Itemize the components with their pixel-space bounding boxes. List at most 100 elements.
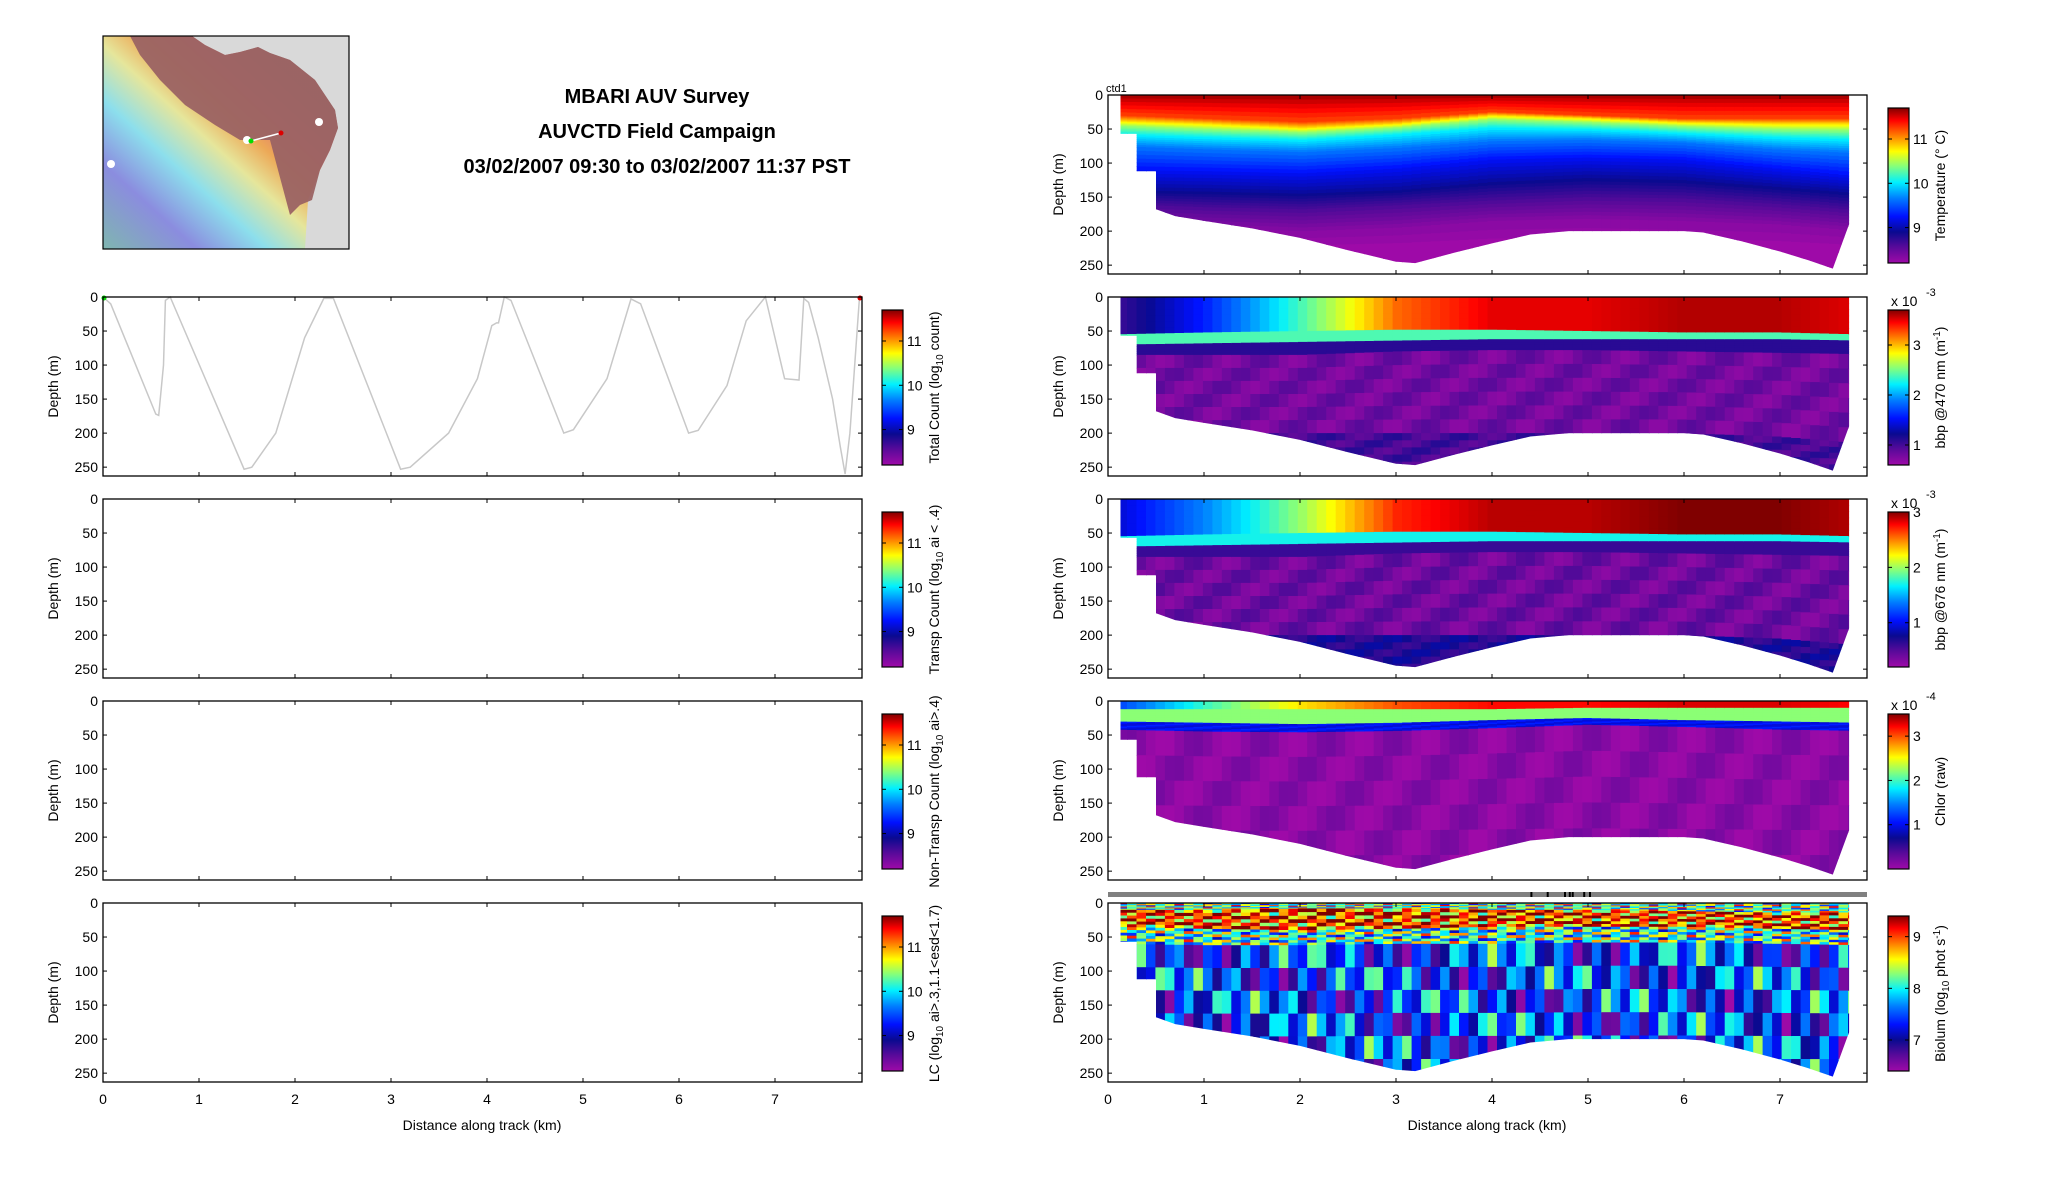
heatmap-cell — [1497, 100, 1508, 105]
heatmap-cell — [1810, 181, 1821, 185]
heatmap-cell — [1591, 136, 1603, 139]
heatmap-cell — [1449, 209, 1460, 214]
heatmap-cell — [1487, 170, 1498, 176]
heatmap-cell — [1421, 152, 1432, 157]
heatmap-cell — [1383, 243, 1394, 252]
heatmap-cell — [1487, 147, 1498, 152]
heatmap-cell — [1553, 101, 1565, 106]
heatmap-cell — [1582, 136, 1593, 139]
heatmap-cell — [1449, 126, 1460, 129]
heatmap-cell — [1791, 124, 1802, 127]
heatmap-cell — [1516, 166, 1527, 171]
heatmap-cell — [1781, 225, 1792, 234]
heatmap-cell — [1440, 191, 1451, 196]
heatmap-cell — [1829, 147, 1840, 151]
heatmap-cell — [1449, 114, 1460, 116]
heatmap-cell — [1146, 98, 1157, 103]
heatmap-cell — [1601, 121, 1612, 123]
heatmap-cell — [1449, 170, 1460, 175]
heatmap-cell — [1563, 178, 1574, 183]
heatmap-cell — [1506, 122, 1517, 125]
heatmap-cell — [1183, 136, 1195, 140]
heatmap-cell — [1278, 126, 1290, 129]
heatmap-cell — [1345, 134, 1356, 137]
heatmap-cell — [1430, 165, 1441, 170]
heatmap-cell — [1819, 214, 1830, 219]
colorbar-tick-label: 11 — [907, 939, 922, 955]
heatmap-cell — [1183, 181, 1195, 186]
heatmap-cell — [1269, 193, 1280, 197]
heatmap-cell — [1563, 101, 1574, 106]
heatmap-cell — [1791, 153, 1802, 158]
heatmap-cell — [1658, 110, 1669, 115]
heatmap-cell — [1421, 116, 1432, 119]
heatmap-cell — [1791, 122, 1802, 124]
heatmap-cell — [1553, 175, 1565, 180]
heatmap-cell — [1221, 145, 1233, 149]
heatmap-cell — [1411, 121, 1422, 123]
heatmap-cell — [1686, 135, 1697, 138]
heatmap-cell — [1278, 130, 1290, 133]
heatmap-cell — [1212, 128, 1223, 130]
heatmap-cell — [1516, 110, 1527, 114]
heatmap-cell — [1620, 201, 1631, 206]
heatmap-cell — [1316, 182, 1327, 187]
heatmap-cell — [1250, 161, 1261, 166]
heatmap-cell — [1421, 98, 1432, 103]
heatmap-cell — [1591, 164, 1603, 169]
heatmap-cell — [1120, 122, 1128, 125]
heatmap-cell — [1136, 129, 1147, 132]
heatmap-cell — [1421, 165, 1432, 171]
heatmap-cell — [1743, 175, 1754, 180]
heatmap-cell — [1127, 120, 1138, 122]
heatmap-cell — [1354, 170, 1365, 175]
heatmap-cell — [1658, 120, 1669, 122]
heatmap-cell — [1335, 197, 1346, 201]
heatmap-cell — [1288, 121, 1299, 124]
heatmap-cell — [1468, 119, 1479, 121]
heatmap-cell — [1183, 122, 1195, 124]
heatmap-cell — [1354, 156, 1365, 161]
heatmap-cell — [1639, 156, 1650, 160]
heatmap-cell — [1563, 128, 1574, 132]
heatmap-cell — [1335, 122, 1346, 125]
heatmap-cell — [1164, 166, 1176, 172]
heatmap-cell — [1534, 152, 1546, 157]
heatmap-cell — [1297, 129, 1309, 131]
heatmap-cell — [1364, 99, 1375, 104]
colorbar-label-part: ai < .4) — [926, 505, 942, 552]
heatmap-cell — [1392, 235, 1403, 244]
heatmap-cell — [1743, 129, 1754, 132]
heatmap-cell — [1639, 197, 1650, 203]
heatmap-cell — [1316, 137, 1327, 140]
heatmap-cell — [1487, 113, 1498, 115]
heatmap-cell — [1164, 95, 1176, 100]
heatmap-cell — [1819, 129, 1830, 132]
heatmap-cell — [1411, 226, 1422, 235]
heatmap-cell — [1819, 193, 1830, 197]
heatmap-cell — [1373, 152, 1384, 157]
heatmap-cell — [1221, 164, 1233, 169]
heatmap-cell — [1800, 133, 1811, 136]
heatmap-cell — [1155, 120, 1166, 122]
colorbar-tick-label: 10 — [907, 579, 923, 595]
heatmap-cell — [1544, 189, 1555, 193]
heatmap-cell — [1202, 131, 1214, 134]
heatmap-cell — [1610, 161, 1622, 166]
heatmap-cell — [1440, 115, 1451, 117]
heatmap-cell — [1572, 146, 1584, 150]
heatmap-cell — [1810, 213, 1821, 218]
heatmap-cell — [1411, 258, 1422, 267]
heatmap-cell — [1497, 116, 1508, 118]
heatmap-cell — [1781, 124, 1792, 126]
heatmap-cell — [1307, 198, 1318, 202]
heatmap-cell — [1506, 190, 1517, 195]
heatmap-cell — [1658, 128, 1669, 131]
heatmap-cell — [1572, 95, 1584, 99]
heatmap-cell — [1364, 124, 1375, 127]
heatmap-cell — [1345, 112, 1356, 117]
heatmap-cell — [1231, 161, 1242, 166]
heatmap-cell — [1307, 126, 1318, 128]
heatmap-cell — [1240, 130, 1252, 133]
heatmap-cell — [1127, 109, 1138, 114]
